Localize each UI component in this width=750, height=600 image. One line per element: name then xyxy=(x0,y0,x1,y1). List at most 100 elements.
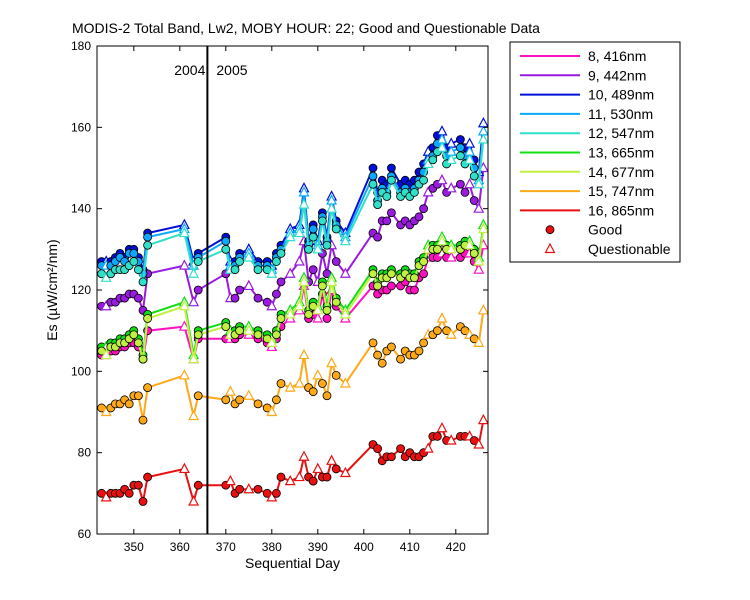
series-15-747nm xyxy=(97,304,488,425)
questionable-point xyxy=(445,243,457,254)
good-point xyxy=(386,163,396,173)
legend-label: 11, 530nm xyxy=(588,106,653,122)
questionable-point xyxy=(473,255,485,266)
questionable-point xyxy=(473,263,485,274)
good-point xyxy=(235,257,245,266)
good-point xyxy=(133,338,143,348)
questionable-point xyxy=(464,177,476,189)
legend-label: 13, 665nm xyxy=(588,145,654,161)
questionable-point xyxy=(293,299,305,311)
good-point xyxy=(221,244,231,254)
x-axis-label: Sequential Day xyxy=(245,555,340,571)
legend-label: 9, 442nm xyxy=(588,67,646,83)
x-tick-label: 380 xyxy=(262,540,282,554)
good-point xyxy=(386,175,396,185)
good-point xyxy=(460,187,470,197)
good-point xyxy=(373,232,383,242)
good-point xyxy=(432,244,442,254)
x-tick-label: 420 xyxy=(446,540,466,554)
good-point xyxy=(396,354,406,364)
legend-label: 16, 865nm xyxy=(588,202,654,218)
questionable-point xyxy=(243,279,255,291)
series-14-677nm xyxy=(97,222,488,364)
questionable-point xyxy=(422,442,434,453)
questionable-point xyxy=(298,275,310,286)
good-point xyxy=(124,488,134,498)
questionable-point xyxy=(339,267,351,278)
good-point xyxy=(331,257,341,266)
legend-item-good: Good xyxy=(545,222,622,238)
questionable-point xyxy=(298,198,310,209)
good-point xyxy=(308,265,318,275)
questionable-point xyxy=(178,259,190,270)
questionable-point xyxy=(312,312,324,323)
good-point xyxy=(271,395,281,405)
good-point xyxy=(432,431,442,441)
questionable-point xyxy=(298,450,310,461)
good-point xyxy=(230,265,240,275)
questionable-point xyxy=(266,299,278,311)
good-point xyxy=(368,163,378,173)
legend-item: 15, 747nm xyxy=(520,183,654,199)
x-tick-label: 360 xyxy=(170,540,190,554)
good-point xyxy=(133,391,143,401)
questionable-point xyxy=(178,226,190,238)
good-point xyxy=(129,248,139,258)
series-8-416nm xyxy=(97,238,488,364)
good-point xyxy=(317,379,327,388)
questionable-point xyxy=(243,389,255,400)
good-point xyxy=(221,236,231,246)
good-point xyxy=(124,399,134,409)
good-point xyxy=(331,370,341,380)
good-point xyxy=(386,208,396,218)
axes: 350 360 370 380 390 400 410 420 60 80 100 120 140 160… xyxy=(71,39,488,554)
questionable-point xyxy=(477,133,488,144)
good-point xyxy=(133,480,143,490)
good-point xyxy=(419,257,429,266)
good-point xyxy=(368,171,378,181)
good-point xyxy=(143,314,153,323)
questionable-point xyxy=(188,409,200,421)
good-point xyxy=(235,326,245,336)
questionable-point xyxy=(436,312,448,323)
year-left-label: 2004 xyxy=(174,62,205,78)
questionable-point xyxy=(339,377,351,388)
series-12-547nm xyxy=(97,133,488,287)
x-tick-label: 400 xyxy=(354,540,374,554)
good-point xyxy=(331,297,341,307)
legend-item-questionable: Questionable xyxy=(544,241,671,257)
good-point xyxy=(271,289,281,299)
questionable-point xyxy=(188,295,200,307)
questionable-point xyxy=(266,336,278,347)
questionable-point xyxy=(326,454,338,465)
questionable-point xyxy=(266,405,278,417)
questionable-point xyxy=(339,466,351,478)
questionable-point xyxy=(464,153,476,164)
legend-item: 13, 665nm xyxy=(520,145,654,161)
good-point xyxy=(386,342,396,352)
good-point xyxy=(143,232,153,242)
questionable-point xyxy=(100,348,112,360)
y-tick-label: 60 xyxy=(78,527,92,541)
good-point xyxy=(253,399,263,409)
good-point xyxy=(304,244,314,254)
good-point xyxy=(469,248,479,258)
good-point xyxy=(308,232,318,242)
questionable-point xyxy=(188,267,200,278)
chart-title: MODIS-2 Total Band, Lw2, MOBY HOUR: 22; … xyxy=(72,20,540,36)
questionable-point xyxy=(243,251,255,262)
good-point xyxy=(308,476,318,486)
good-point xyxy=(382,216,392,226)
good-point xyxy=(409,285,419,295)
good-point xyxy=(322,240,332,250)
questionable-point xyxy=(178,462,190,474)
x-tick-label: 410 xyxy=(400,540,420,554)
series-line xyxy=(100,310,485,421)
questionable-point xyxy=(436,234,448,246)
good-point xyxy=(414,212,424,222)
good-point xyxy=(419,175,429,185)
good-point xyxy=(253,484,263,494)
x-tick-label: 370 xyxy=(216,540,236,554)
questionable-point xyxy=(284,474,296,486)
good-point xyxy=(382,192,392,201)
